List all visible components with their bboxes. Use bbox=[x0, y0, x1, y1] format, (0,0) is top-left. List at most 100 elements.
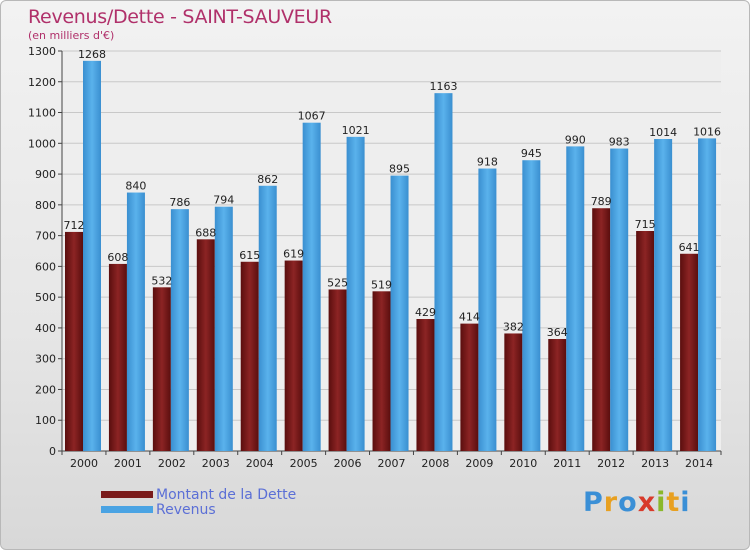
data-label-revenus: 1163 bbox=[429, 80, 457, 93]
data-label-dette: 429 bbox=[415, 306, 436, 319]
logo-letter: P bbox=[583, 487, 604, 518]
legend-label-dette: Montant de la Dette bbox=[156, 487, 297, 503]
data-label-revenus: 1016 bbox=[693, 125, 721, 138]
bar-revenus bbox=[126, 192, 145, 452]
y-tick-label: 900 bbox=[35, 168, 56, 181]
data-label-dette: 414 bbox=[459, 311, 480, 324]
bar-revenus bbox=[346, 136, 365, 451]
logo-letter: i bbox=[656, 487, 667, 518]
bar-dette bbox=[636, 231, 655, 451]
x-tick-label: 2001 bbox=[114, 457, 142, 470]
y-tick-label: 300 bbox=[35, 353, 56, 366]
data-label-dette: 715 bbox=[635, 218, 656, 231]
data-label-dette: 525 bbox=[327, 276, 348, 289]
data-label-revenus: 1021 bbox=[342, 124, 370, 137]
bar-revenus bbox=[434, 93, 453, 452]
x-tick-label: 2006 bbox=[334, 457, 362, 470]
x-tick-label: 2003 bbox=[202, 457, 230, 470]
legend-swatch-dette bbox=[101, 491, 153, 498]
logo-letter: r bbox=[603, 487, 619, 518]
y-tick-label: 600 bbox=[35, 260, 56, 273]
logo-letter: t bbox=[666, 487, 681, 518]
bar-revenus bbox=[170, 209, 189, 451]
chart-subtitle: (en milliers d'€) bbox=[28, 29, 115, 42]
y-tick-label: 800 bbox=[35, 199, 56, 212]
bar-revenus bbox=[654, 139, 673, 451]
bar-revenus bbox=[478, 168, 497, 452]
y-tick-label: 1300 bbox=[28, 45, 56, 58]
x-tick-label: 2010 bbox=[509, 457, 537, 470]
y-tick-label: 0 bbox=[49, 445, 56, 458]
x-tick-label: 2007 bbox=[378, 457, 406, 470]
data-label-revenus: 990 bbox=[565, 133, 586, 146]
bar-revenus bbox=[214, 206, 233, 451]
bar-dette bbox=[372, 291, 391, 451]
logo-letter: i bbox=[680, 487, 691, 518]
bar-dette bbox=[284, 260, 303, 451]
logo-letter: o bbox=[618, 487, 638, 518]
data-label-dette: 712 bbox=[64, 219, 85, 232]
bar-dette bbox=[460, 323, 479, 451]
data-label-dette: 532 bbox=[151, 274, 172, 287]
bar-dette bbox=[240, 261, 259, 451]
proxiti-logo: Proxiti bbox=[583, 487, 691, 518]
chart-title: Revenus/Dette - SAINT-SAUVEUR bbox=[28, 6, 332, 28]
bar-revenus bbox=[610, 148, 629, 452]
x-tick-label: 2009 bbox=[465, 457, 493, 470]
data-label-revenus: 794 bbox=[213, 194, 234, 207]
logo-letter: x bbox=[637, 487, 657, 518]
data-label-revenus: 983 bbox=[609, 136, 630, 149]
bar-dette bbox=[108, 263, 127, 451]
y-tick-label: 400 bbox=[35, 322, 56, 335]
data-label-dette: 608 bbox=[107, 251, 128, 264]
bar-revenus bbox=[83, 60, 101, 451]
bar-dette bbox=[680, 253, 699, 451]
bar-dette bbox=[328, 289, 347, 451]
y-tick-label: 1100 bbox=[28, 107, 56, 120]
data-label-revenus: 895 bbox=[389, 163, 410, 176]
bar-dette bbox=[152, 287, 171, 451]
bar-dette bbox=[196, 239, 215, 451]
x-tick-label: 2008 bbox=[421, 457, 449, 470]
data-label-dette: 364 bbox=[547, 326, 568, 339]
y-tick-label: 700 bbox=[35, 230, 56, 243]
bar-dette bbox=[416, 319, 435, 451]
x-tick-label: 2005 bbox=[290, 457, 318, 470]
data-label-revenus: 1014 bbox=[649, 126, 677, 139]
data-label-revenus: 945 bbox=[521, 147, 542, 160]
bar-dette bbox=[592, 208, 611, 451]
legend-label-revenus: Revenus bbox=[156, 502, 216, 518]
x-tick-label: 2002 bbox=[158, 457, 186, 470]
data-label-revenus: 1268 bbox=[78, 48, 106, 61]
bar-dette bbox=[548, 339, 567, 451]
y-tick-label: 500 bbox=[35, 291, 56, 304]
data-label-revenus: 1067 bbox=[298, 110, 326, 123]
legend-swatch-revenus bbox=[101, 506, 153, 513]
bar-revenus bbox=[566, 146, 585, 451]
x-tick-label: 2004 bbox=[246, 457, 274, 470]
data-label-dette: 641 bbox=[679, 241, 700, 254]
bar-revenus bbox=[258, 185, 277, 451]
bar-revenus bbox=[698, 138, 717, 451]
x-tick-label: 2013 bbox=[641, 457, 669, 470]
x-tick-label: 2012 bbox=[597, 457, 625, 470]
data-label-revenus: 918 bbox=[477, 156, 498, 169]
data-label-dette: 519 bbox=[371, 278, 392, 291]
x-tick-label: 2014 bbox=[685, 457, 713, 470]
bar-dette bbox=[65, 231, 83, 451]
data-label-revenus: 862 bbox=[257, 173, 278, 186]
data-label-dette: 619 bbox=[283, 248, 304, 261]
data-label-dette: 615 bbox=[239, 249, 260, 262]
data-label-dette: 382 bbox=[503, 320, 524, 333]
data-label-revenus: 786 bbox=[169, 196, 190, 209]
y-tick-label: 100 bbox=[35, 414, 56, 427]
y-tick-label: 1000 bbox=[28, 137, 56, 150]
bar-revenus bbox=[302, 122, 321, 451]
bar-revenus bbox=[522, 160, 541, 451]
y-tick-label: 1200 bbox=[28, 76, 56, 89]
x-tick-label: 2011 bbox=[553, 457, 581, 470]
data-label-revenus: 840 bbox=[125, 180, 146, 193]
x-tick-label: 2000 bbox=[70, 457, 98, 470]
